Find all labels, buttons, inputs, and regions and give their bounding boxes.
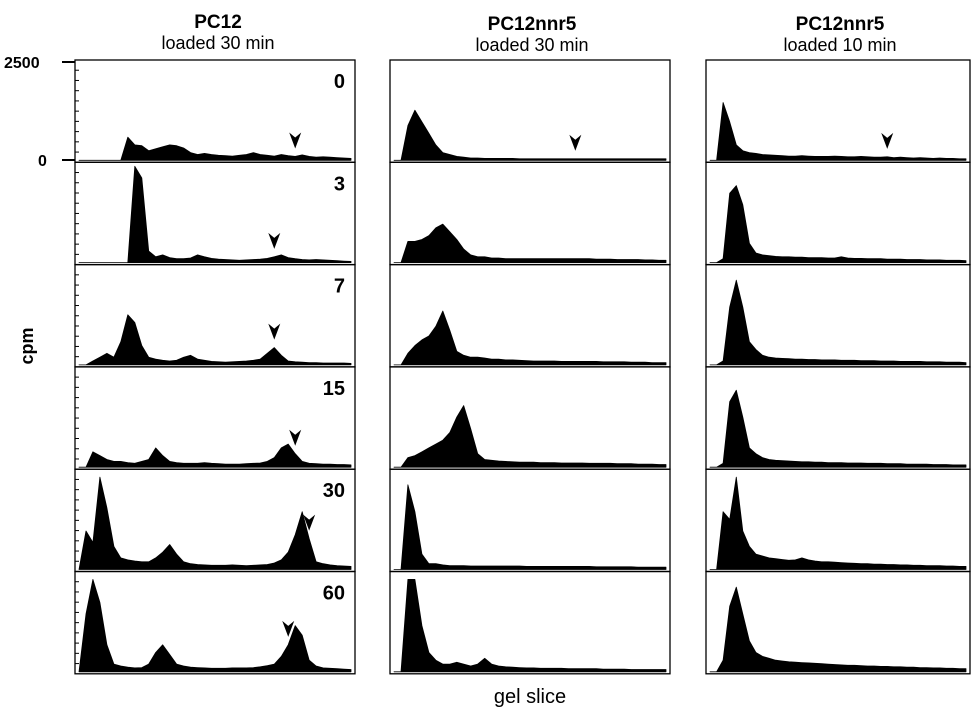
time-point-label: 0: [334, 71, 345, 93]
profile-area: [709, 102, 967, 161]
y-axis-label: cpm: [17, 327, 37, 364]
panel-frame: [74, 570, 356, 675]
x-axis-label: gel slice: [494, 686, 566, 708]
peak-arrow-marker: [881, 132, 894, 149]
column-title-2: PC12nnr5: [488, 14, 577, 35]
panel-frame: [705, 570, 971, 675]
column-subtitle-1: loaded 30 min: [161, 33, 274, 53]
peak-arrow-marker: [303, 514, 316, 531]
column-titles: PC12 loaded 30 min PC12nnr5 loaded 30 mi…: [161, 12, 896, 55]
profile-area: [78, 476, 352, 570]
profile-area: [78, 314, 352, 366]
panel-frame: [389, 570, 671, 675]
peak-arrow-marker: [268, 232, 281, 249]
profile-area: [709, 389, 967, 468]
profile-area: [393, 310, 667, 366]
peak-arrow-marker: [569, 134, 582, 151]
profile-area: [709, 586, 967, 673]
peak-arrow-marker: [289, 429, 302, 446]
profile-area: [393, 109, 667, 161]
time-point-label: 15: [323, 378, 345, 400]
column-title-3: PC12nnr5: [796, 14, 885, 35]
y-tick-label-max: 2500: [4, 55, 40, 72]
column-subtitle-2: loaded 30 min: [475, 35, 588, 55]
profile-area: [393, 223, 667, 263]
time-point-label: 3: [334, 173, 345, 195]
profile-area: [78, 136, 352, 161]
profile-area: [709, 476, 967, 570]
peak-arrow-marker: [289, 132, 302, 149]
profile-area: [393, 484, 667, 570]
time-point-label: 30: [323, 480, 345, 502]
time-point-label: 7: [334, 276, 345, 298]
profile-area: [78, 579, 352, 673]
column-subtitle-3: loaded 10 min: [783, 35, 896, 55]
panel-grid: 0 3 7 15 30 60: [62, 59, 971, 675]
panel-frame: [74, 59, 356, 163]
profile-area: [393, 405, 667, 468]
profile-area: [78, 443, 352, 468]
panel-frame: [74, 366, 356, 470]
peak-arrow-marker: [282, 620, 295, 637]
profile-area: [393, 579, 667, 673]
y-tick-label-zero: 0: [38, 153, 47, 170]
column-title-1: PC12: [194, 12, 242, 33]
panel-frame: [74, 161, 356, 266]
panel-frame: [389, 468, 671, 573]
peak-arrow-marker: [268, 323, 281, 340]
profile-area: [709, 279, 967, 366]
panel-frame: [705, 59, 971, 163]
time-point-label: 60: [323, 583, 345, 605]
profile-area: [709, 185, 967, 263]
profile-area: [78, 165, 352, 263]
